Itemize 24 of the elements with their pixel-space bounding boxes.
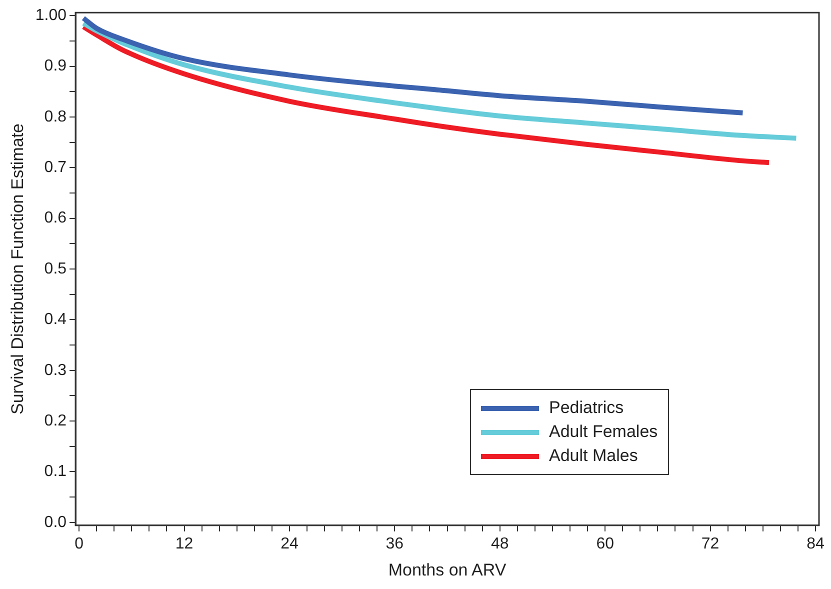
x-tick-label: 0 <box>74 535 84 552</box>
y-tick-label: 0.1 <box>44 463 67 480</box>
x-axis-title: Months on ARV <box>388 560 507 580</box>
x-tick-label: 84 <box>806 535 824 552</box>
legend-label: Pediatrics <box>549 398 624 418</box>
y-tick-label: 0.8 <box>44 108 67 126</box>
y-tick-label: 0.3 <box>44 362 67 379</box>
x-tick-label: 12 <box>175 535 194 552</box>
y-axis-title: Survival Distribution Function Estimate <box>8 123 27 415</box>
y-tick-label: 0.2 <box>44 412 67 430</box>
y-tick-label: 0.4 <box>44 311 67 328</box>
x-tick-label: 72 <box>701 535 720 552</box>
y-tick-label: 0.9 <box>44 58 67 75</box>
y-tick-label: 0.7 <box>44 159 67 176</box>
y-tick-label: 0.5 <box>44 260 67 278</box>
y-tick-label: 0.0 <box>44 514 67 531</box>
x-tick-label: 36 <box>386 535 404 552</box>
x-tick-label: 24 <box>280 535 298 552</box>
x-tick-label: 60 <box>596 535 614 552</box>
y-tick-label: 1.00 <box>35 7 67 24</box>
legend-label: Adult Females <box>549 422 658 442</box>
legend-label: Adult Males <box>549 446 638 466</box>
x-tick-label: 48 <box>490 535 509 552</box>
y-tick-label: 0.6 <box>44 210 67 227</box>
